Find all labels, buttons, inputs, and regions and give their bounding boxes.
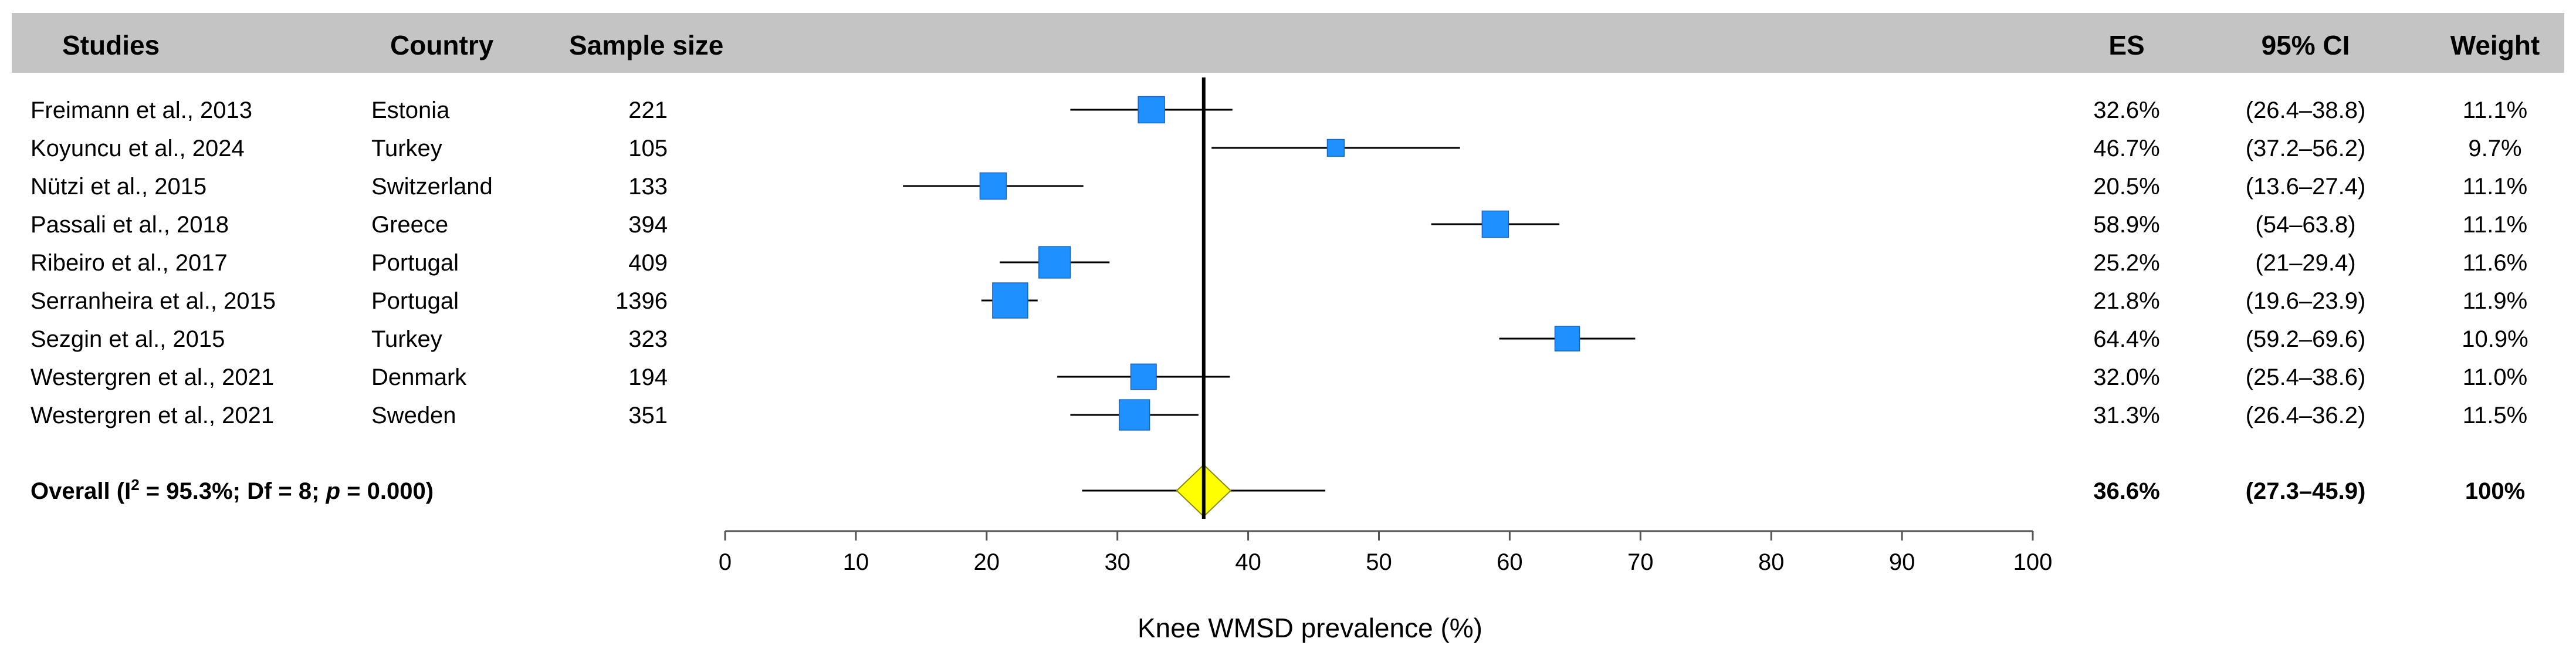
study-weight: 11.9%: [2463, 288, 2527, 314]
x-tick-label: 20: [974, 549, 1000, 575]
study-country: Turkey: [371, 326, 442, 352]
study-weight: 9.7%: [2468, 136, 2521, 161]
study-weight: 11.1%: [2463, 212, 2527, 238]
study-sample-size: 394: [628, 212, 668, 238]
study-weight: 11.6%: [2463, 250, 2527, 276]
study-ci: (13.6–27.4): [2246, 174, 2366, 200]
header-ci: 95% CI: [2262, 30, 2350, 60]
study-name: Westergren et al., 2021: [31, 364, 274, 390]
study-name: Sezgin et al., 2015: [31, 326, 225, 352]
study-ci: (54–63.8): [2255, 212, 2355, 238]
study-sample-size: 1396: [615, 288, 668, 314]
study-es: 21.8%: [2093, 288, 2159, 314]
study-marker: [1481, 210, 1509, 238]
study-marker: [1138, 96, 1165, 124]
study-sample-size: 351: [628, 403, 668, 428]
study-country: Sweden: [371, 403, 456, 428]
x-tick-label: 40: [1235, 549, 1261, 575]
plot-area: [903, 77, 1636, 519]
x-tick-label: 60: [1497, 549, 1523, 575]
header-weight: Weight: [2450, 30, 2540, 60]
study-es: 32.0%: [2093, 364, 2159, 390]
study-marker: [1038, 246, 1071, 279]
study-country: Turkey: [371, 136, 442, 161]
study-marker: [1119, 399, 1150, 431]
study-name: Ribeiro et al., 2017: [31, 250, 228, 276]
study-ci: (26.4–36.2): [2246, 403, 2366, 428]
study-name: Westergren et al., 2021: [31, 403, 274, 428]
study-marker: [1130, 363, 1157, 390]
study-es: 46.7%: [2093, 136, 2159, 161]
study-es: 64.4%: [2093, 326, 2159, 352]
study-weight: 11.5%: [2463, 403, 2527, 428]
study-country: Denmark: [371, 364, 467, 390]
study-country: Greece: [371, 212, 448, 238]
study-marker: [979, 172, 1007, 200]
study-country: Portugal: [371, 288, 459, 314]
header-studies: Studies: [62, 30, 160, 60]
study-es: 20.5%: [2093, 174, 2159, 200]
study-rows: Freimann et al., 2013 Estonia 221 32.6% (26.…: [31, 97, 2528, 504]
x-tick-label: 100: [2013, 549, 2053, 575]
study-name: Nützi et al., 2015: [31, 174, 207, 200]
x-tick-label: 10: [843, 549, 869, 575]
header-band: [12, 13, 2564, 73]
study-ci: (25.4–38.6): [2246, 364, 2366, 390]
study-name: Freimann et al., 2013: [31, 97, 252, 123]
study-name: Passali et al., 2018: [31, 212, 229, 238]
study-es: 25.2%: [2093, 250, 2159, 276]
header-sample-size: Sample size: [569, 30, 723, 60]
x-tick-label: 90: [1889, 549, 1915, 575]
study-ci: (21–29.4): [2255, 250, 2355, 276]
overall-ci: (27.3–45.9): [2246, 478, 2366, 504]
study-weight: 11.1%: [2463, 97, 2527, 123]
header-es: ES: [2108, 30, 2144, 60]
overall-label: Overall (I2 = 95.3%; Df = 8; p = 0.000): [31, 476, 434, 504]
x-tick-label: 70: [1627, 549, 1654, 575]
study-weight: 10.9%: [2462, 326, 2528, 352]
study-es: 32.6%: [2093, 97, 2159, 123]
study-name: Serranheira et al., 2015: [31, 288, 276, 314]
x-tick-label: 50: [1366, 549, 1392, 575]
study-sample-size: 409: [628, 250, 668, 276]
x-tick-label: 0: [719, 549, 732, 575]
study-ci: (19.6–23.9): [2246, 288, 2366, 314]
study-sample-size: 323: [628, 326, 668, 352]
study-country: Estonia: [371, 97, 450, 123]
study-sample-size: 133: [628, 174, 668, 200]
overall-weight: 100%: [2465, 478, 2525, 504]
study-ci: (59.2–69.6): [2246, 326, 2366, 352]
x-tick-label: 80: [1758, 549, 1785, 575]
study-weight: 11.1%: [2463, 174, 2527, 200]
overall-es: 36.6%: [2093, 478, 2159, 504]
study-sample-size: 194: [628, 364, 668, 390]
study-sample-size: 221: [628, 97, 668, 123]
study-marker: [1326, 138, 1345, 157]
study-es: 31.3%: [2093, 403, 2159, 428]
study-marker: [992, 282, 1028, 319]
study-sample-size: 105: [628, 136, 668, 161]
study-es: 58.9%: [2093, 212, 2159, 238]
x-axis: 0 10 20 30 40 50 60 70 80 90 100: [719, 530, 2053, 575]
study-ci: (26.4–38.8): [2246, 97, 2366, 123]
study-weight: 11.0%: [2463, 364, 2527, 390]
x-tick-label: 30: [1104, 549, 1130, 575]
study-country: Switzerland: [371, 174, 493, 200]
study-marker: [1554, 326, 1580, 352]
study-country: Portugal: [371, 250, 459, 276]
x-axis-title: Knee WMSD prevalence (%): [1138, 613, 1482, 643]
study-name: Koyuncu et al., 2024: [31, 136, 245, 161]
study-ci: (37.2–56.2): [2246, 136, 2366, 161]
header-country: Country: [390, 30, 494, 60]
